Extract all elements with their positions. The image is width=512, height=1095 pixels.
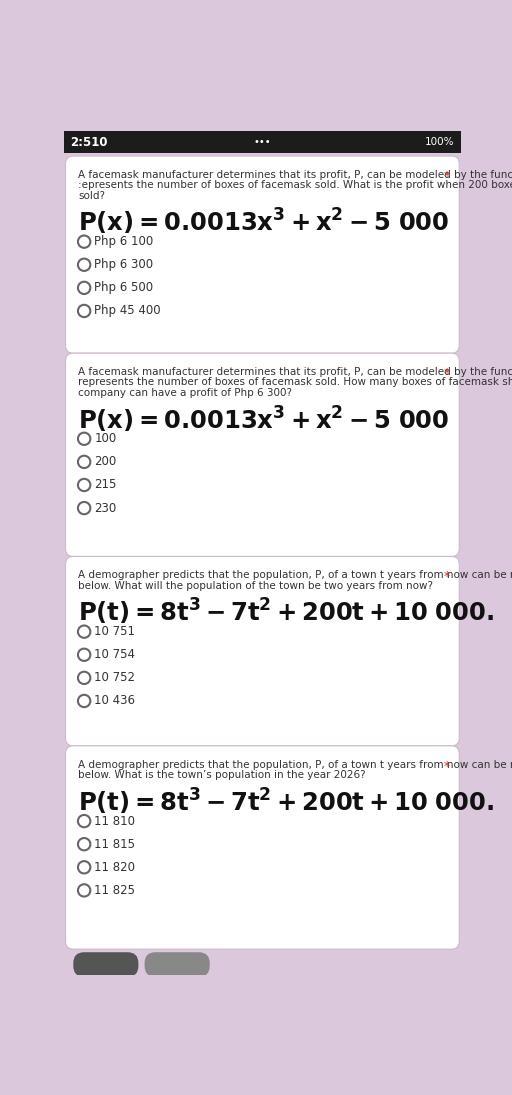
Text: 100%: 100% [425,137,455,147]
Text: $\mathbf{P(t) = 8t^3 - 7t^2 + 200t + 10\ 000.}$: $\mathbf{P(t) = 8t^3 - 7t^2 + 200t + 10\… [78,786,494,817]
Text: *: * [444,760,450,773]
Text: •••: ••• [253,137,271,147]
Text: $\mathbf{P(x) = 0.0013x^3 + x^2 - 5\ 000}$: $\mathbf{P(x) = 0.0013x^3 + x^2 - 5\ 000… [78,207,450,238]
Text: 10 754: 10 754 [94,648,135,661]
Text: A facemask manufacturer determines that its profit, P, can be modeled by the fun: A facemask manufacturer determines that … [78,367,512,377]
Text: A demographer predicts that the population, P, of a town t years from now can be: A demographer predicts that the populati… [78,760,512,770]
Text: Php 6 100: Php 6 100 [94,235,154,249]
Text: 11 825: 11 825 [94,884,135,897]
Text: company can have a profit of Php 6 300?: company can have a profit of Php 6 300? [78,388,292,397]
Text: $\mathbf{P(x) = 0.0013x^3 + x^2 - 5\ 000}$: $\mathbf{P(x) = 0.0013x^3 + x^2 - 5\ 000… [78,404,450,435]
Text: 100: 100 [94,433,116,446]
Text: 10 436: 10 436 [94,694,135,707]
Text: Php 6 500: Php 6 500 [94,281,154,295]
Text: *: * [444,570,450,584]
Text: sold?: sold? [78,191,105,200]
Text: *: * [444,367,450,380]
FancyBboxPatch shape [73,953,138,977]
FancyBboxPatch shape [66,556,459,746]
Text: Php 45 400: Php 45 400 [94,304,161,318]
Text: 215: 215 [94,479,117,492]
FancyBboxPatch shape [144,953,210,977]
Text: below. What will the population of the town be two years from now?: below. What will the population of the t… [78,580,433,590]
Text: represents the number of boxes of facemask sold. How many boxes of facemask shou: represents the number of boxes of facema… [78,378,512,388]
FancyBboxPatch shape [64,131,461,153]
Text: 11 820: 11 820 [94,861,135,874]
Text: A facemask manufacturer determines that its profit, P, can be modeled by the fun: A facemask manufacturer determines that … [78,170,512,180]
Text: 2:510: 2:510 [70,136,108,149]
Text: 230: 230 [94,502,116,515]
Text: $\mathbf{P(t) = 8t^3 - 7t^2 + 200t + 10\ 000.}$: $\mathbf{P(t) = 8t^3 - 7t^2 + 200t + 10\… [78,597,494,627]
Text: 11 810: 11 810 [94,815,135,828]
Text: 10 751: 10 751 [94,625,135,638]
FancyBboxPatch shape [66,746,459,949]
Text: 11 815: 11 815 [94,838,135,851]
Text: Php 6 300: Php 6 300 [94,258,154,272]
Text: :epresents the number of boxes of facemask sold. What is the profit when 200 box: :epresents the number of boxes of facema… [78,181,512,191]
Text: A demographer predicts that the population, P, of a town t years from now can be: A demographer predicts that the populati… [78,570,512,580]
Text: *: * [444,170,450,183]
FancyBboxPatch shape [66,157,459,354]
Text: below. What is the town’s population in the year 2026?: below. What is the town’s population in … [78,770,366,780]
Text: 200: 200 [94,456,116,469]
Text: 10 752: 10 752 [94,671,135,684]
FancyBboxPatch shape [66,354,459,556]
